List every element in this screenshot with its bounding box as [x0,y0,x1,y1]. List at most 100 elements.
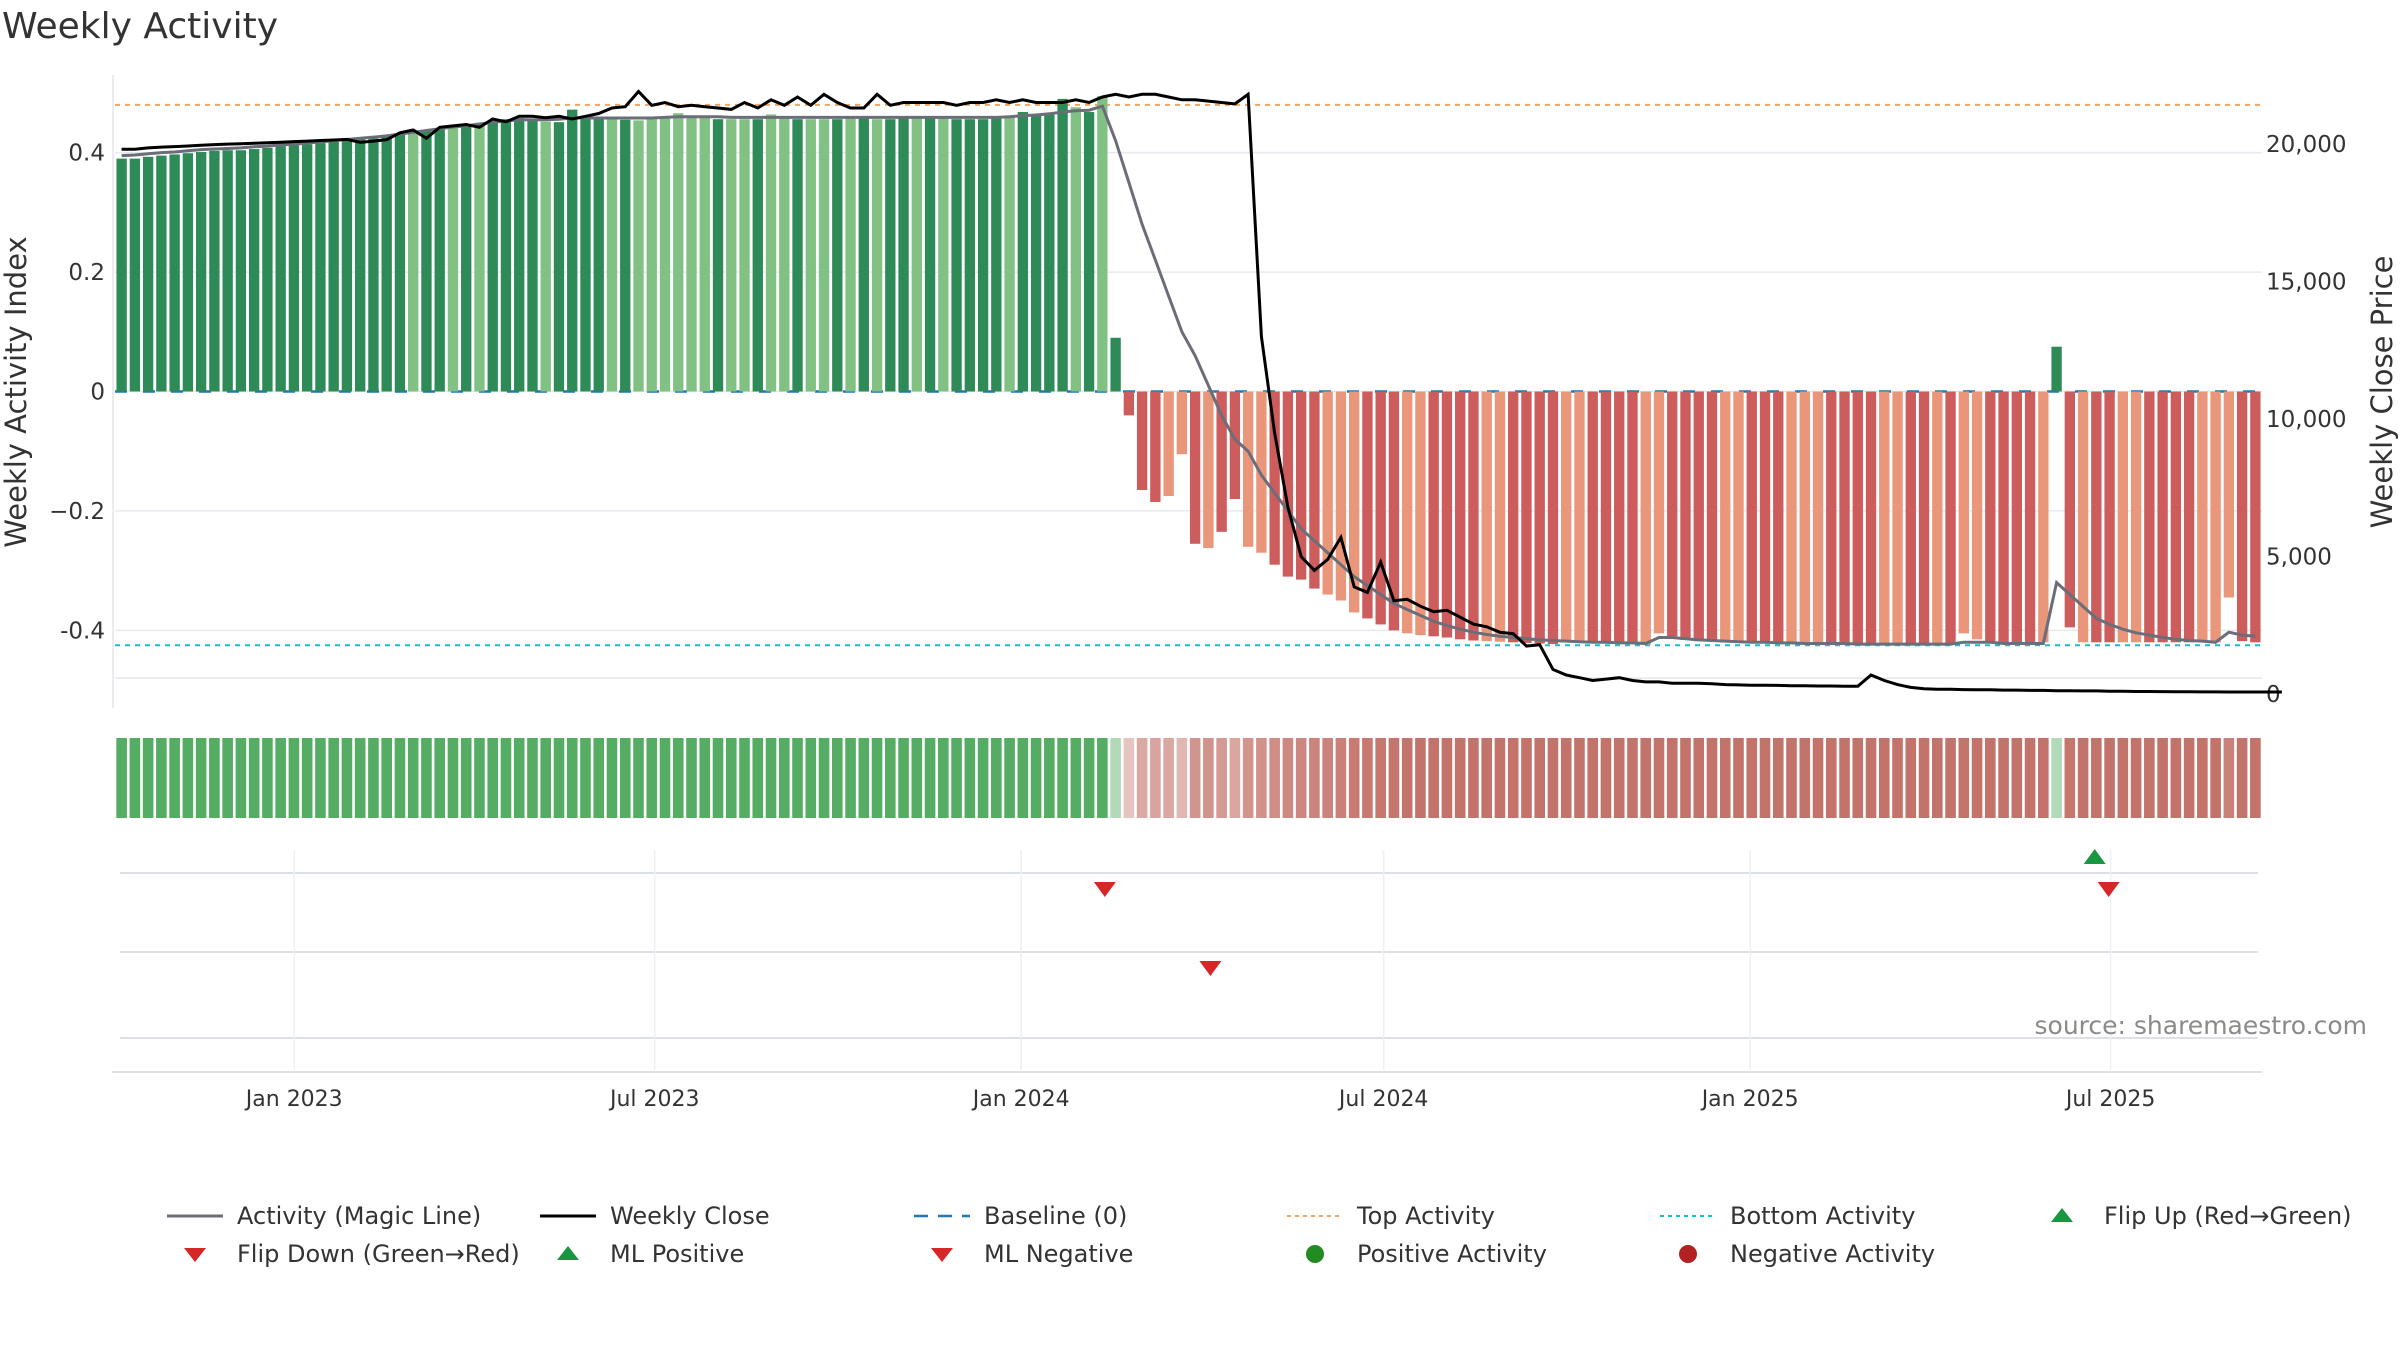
legend-item: Positive Activity [1285,1236,1547,1272]
strip-cell [1322,738,1333,818]
activity-bar [1733,391,1744,643]
strip-cell [2170,738,2182,818]
activity-bar [1415,391,1426,636]
activity-bar [924,117,936,392]
flip-down-marker [1199,961,1222,976]
weekly-activity-chart: 0.40.20−0.2-0.420,00015,00010,0005,0000 … [0,75,2399,1112]
strip-cell [739,738,750,818]
strip-cell [964,738,976,818]
strip-cell [2157,738,2168,818]
activity-bar [673,113,684,392]
activity-bar [1879,391,1890,645]
strip-cell [871,738,883,818]
legend-label: Baseline (0) [984,1202,1128,1230]
strip-cell [2051,738,2062,818]
activity-bar [1746,391,1757,643]
strip-cell [938,738,949,818]
strip-cell [1481,738,1492,818]
strip-cell [778,738,790,818]
activity-bar [792,119,803,392]
strip-cell [858,738,870,818]
activity-bar [659,116,671,392]
strip-cell [1428,738,1439,818]
source-note: source: sharemaestro.com [2035,1011,2368,1040]
activity-bar [1348,391,1360,613]
activity-bar [1998,391,2009,643]
activity-bar [1044,113,1055,392]
strip-cell [2130,738,2142,818]
activity-bar [1335,391,1347,601]
x-tick-label: Jul 2024 [1337,1087,1429,1112]
activity-bar [1057,98,1068,392]
axes: 0.4 0.2 0 −0.2 -0.4 20,000 15,000 10,000 5,000 0 [49,75,2346,708]
activity-bar [474,122,485,392]
strip-cell [262,738,273,818]
strip-cell [792,738,803,818]
strip-cell [1812,738,1824,818]
activity-bar [169,154,180,392]
strip-cell [1547,738,1559,818]
activity-bar [712,119,724,392]
strip-cell [1123,738,1135,818]
orange-dot-line-icon [1287,1215,1343,1217]
activity-bar [1653,391,1665,634]
flip-down-marker [1093,882,1116,897]
activity-bar [752,119,763,392]
legend-label: Negative Activity [1730,1240,1936,1268]
strip-cell [1401,738,1413,818]
strip-cell [1494,738,1506,818]
activity-bar [1958,391,1969,634]
strip-cell [421,738,432,818]
strip-cell [818,738,830,818]
activity-bar [1481,391,1492,642]
y2-tick-label: 10,000 [2266,407,2346,433]
activity-bar [1362,391,1373,619]
activity-bar [2117,391,2129,643]
strip-cell [845,738,856,818]
activity-bar [2210,391,2221,643]
activity-bar [1932,391,1943,645]
y2-tick-label: 20,000 [2266,132,2346,158]
activity-bar [633,120,644,392]
activity-bar [898,117,909,392]
strip-cell [1229,738,1241,818]
strip-cell [672,738,684,818]
activity-bar [355,139,366,392]
flip-event-rows [120,849,2258,1070]
red-triangle-down-icon [184,1248,206,1262]
strip-cell [513,738,525,818]
activity-bar [394,134,406,392]
strip-cell [1454,738,1466,818]
activity-bar [1865,391,1877,645]
legend-label: Weekly Close [610,1202,770,1230]
activity-bar [315,143,326,392]
activity-bar [1587,391,1598,643]
strip-cell [1017,738,1029,818]
strip-cell [275,738,286,818]
strip-cell [1110,738,1121,818]
strip-cell [235,738,247,818]
activity-bar [845,116,856,392]
activity-bar [686,116,697,392]
activity-bar [116,158,127,392]
activity-bar [1216,391,1227,532]
activity-bar [2236,391,2248,642]
strip-cell [2197,738,2208,818]
x-tick-label: Jul 2023 [608,1087,700,1112]
activity-bar [1030,115,1042,392]
strip-cell [394,738,406,818]
activity-bar [1110,337,1121,392]
strip-cell [633,738,644,818]
strip-cell [911,738,923,818]
legend-label: Activity (Magic Line) [237,1202,482,1230]
activity-bar [1388,391,1400,631]
strip-cell [1415,738,1426,818]
legend-item: Negative Activity [1658,1236,1935,1272]
activity-bar [195,152,207,392]
activity-bar [699,117,710,392]
strip-cell [646,738,658,818]
strip-cell [2091,738,2102,818]
strip-cell [1388,738,1400,818]
activity-bar [302,144,313,392]
activity-strip [116,738,2261,818]
